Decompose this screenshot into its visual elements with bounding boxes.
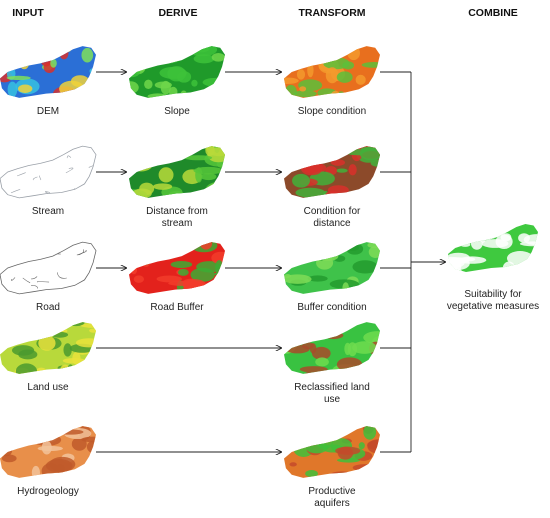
label-transform-2-line: distance — [313, 218, 351, 229]
label-input-5: Hydrogeology — [17, 486, 79, 497]
label-transform-4-line: use — [324, 394, 341, 405]
header-derive: DERIVE — [158, 7, 197, 19]
label-transform-2: Condition for distance — [304, 206, 361, 229]
label-combine-line: vegetative measures — [447, 301, 539, 312]
map-derive-1 — [129, 46, 225, 98]
label-derive-3-line: Road Buffer — [150, 302, 204, 313]
label-transform-5-line: Productive — [308, 486, 356, 497]
label-input-3-line: Road — [36, 302, 60, 313]
map-transform-2 — [284, 146, 380, 198]
label-transform-3: Buffer condition — [297, 302, 366, 313]
label-input-1-line: DEM — [37, 106, 59, 117]
map-input-1 — [0, 46, 96, 98]
label-input-2-line: Stream — [32, 206, 64, 217]
map-transform-3 — [284, 242, 380, 294]
label-derive-2-line: Distance from — [146, 206, 208, 217]
label-combine: Suitability for vegetative measures — [447, 289, 539, 312]
label-combine-line: Suitability for — [464, 289, 522, 300]
map-derive-2 — [129, 146, 225, 198]
header-transform: TRANSFORM — [298, 7, 365, 19]
label-input-5-line: Hydrogeology — [17, 486, 79, 497]
label-transform-4: Reclassified land use — [294, 382, 370, 405]
label-input-4: Land use — [27, 382, 69, 393]
label-input-3: Road — [36, 302, 60, 313]
header-input: INPUT — [12, 7, 44, 19]
map-transform-5 — [284, 426, 380, 478]
label-transform-1-line: Slope condition — [298, 106, 366, 117]
map-input-5 — [0, 426, 96, 478]
label-derive-2: Distance from stream — [146, 206, 208, 229]
map-combine — [448, 224, 538, 272]
label-derive-1-line: Slope — [164, 106, 190, 117]
label-transform-2-line: Condition for — [304, 206, 361, 217]
label-input-4-line: Land use — [27, 382, 69, 393]
label-input-1: DEM — [37, 106, 59, 117]
map-input-3 — [0, 241, 97, 295]
map-derive-3 — [129, 242, 225, 294]
map-input-2 — [0, 145, 97, 199]
label-transform-3-line: Buffer condition — [297, 302, 366, 313]
label-derive-2-line: stream — [162, 218, 193, 229]
map-transform-4 — [284, 322, 380, 374]
map-transform-1 — [284, 46, 380, 98]
label-transform-1: Slope condition — [298, 106, 366, 117]
label-transform-5: Productive aquifers — [308, 486, 356, 509]
label-derive-1: Slope — [164, 106, 190, 117]
label-transform-5-line: aquifers — [314, 498, 350, 509]
label-input-2: Stream — [32, 206, 64, 217]
map-input-4 — [0, 322, 96, 374]
label-transform-4-line: Reclassified land — [294, 382, 370, 393]
header-combine: COMBINE — [468, 7, 518, 19]
label-derive-3: Road Buffer — [150, 302, 204, 313]
